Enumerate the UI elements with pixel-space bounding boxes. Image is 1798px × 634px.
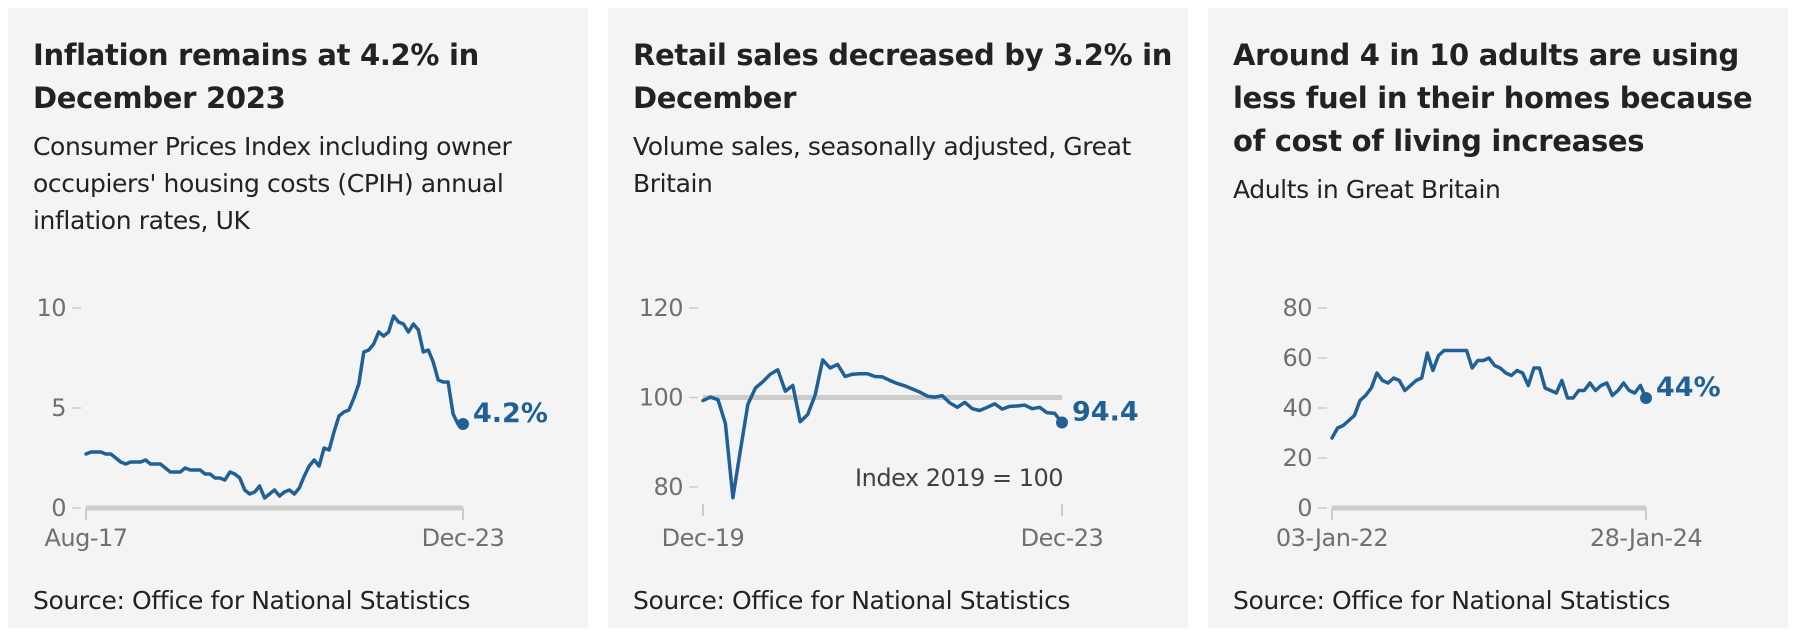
end-point-marker: [1640, 392, 1652, 404]
end-value-label: 44%: [1656, 372, 1721, 403]
y-tick-label: 60: [1282, 344, 1312, 372]
y-tick-label: 120: [639, 294, 683, 322]
y-tick-label: 5: [51, 394, 66, 422]
y-tick-label: 0: [1297, 494, 1312, 522]
y-tick-label: 0: [51, 494, 66, 522]
y-tick-label: 80: [1282, 294, 1312, 322]
series-line: [84, 314, 465, 500]
inflation-line-chart: 0 5 10 Aug-17 Dec-23 4.2%: [36, 294, 548, 552]
chart-panel-retail-sales: Retail sales decreased by 3.2% in Decemb…: [608, 8, 1188, 628]
x-tick-label: Dec-23: [422, 524, 505, 552]
series-line: [1330, 348, 1648, 440]
chart-subtitle: Consumer Prices Index including owner oc…: [33, 132, 512, 235]
series-line: [701, 358, 1064, 500]
x-tick-label: Dec-23: [1021, 524, 1104, 552]
y-tick-label: 40: [1282, 394, 1312, 422]
chart-source: Source: Office for National Statistics: [633, 586, 1071, 615]
retail-sales-line-chart: 80 100 120 Dec-19 Dec-23 Index 2019 = 100 94.4: [639, 294, 1139, 552]
chart-panel-inflation: Inflation remains at 4.2% in December 20…: [8, 8, 588, 628]
x-tick-label: Aug-17: [44, 524, 127, 552]
end-point-marker: [457, 418, 469, 430]
fuel-use-line-chart: 0 20 40 60 80 03-Jan-22 28-Jan-24 44%: [1276, 294, 1721, 552]
chart-title: Inflation remains at 4.2% in December 20…: [33, 38, 479, 115]
end-value-label: 94.4: [1072, 397, 1139, 428]
x-tick-label: Dec-19: [662, 524, 745, 552]
x-tick-label: 28-Jan-24: [1590, 524, 1702, 552]
chart-title: Retail sales decreased by 3.2% in Decemb…: [633, 38, 1173, 115]
y-tick-label: 80: [653, 473, 683, 501]
end-point-marker: [1056, 416, 1068, 429]
x-tick-label: 03-Jan-22: [1276, 524, 1388, 552]
chart-title: Around 4 in 10 adults are using less fue…: [1233, 38, 1753, 158]
chart-subtitle: Adults in Great Britain: [1233, 175, 1501, 204]
chart-annotation: Index 2019 = 100: [855, 464, 1063, 492]
chart-subtitle: Volume sales, seasonally adjusted, Great…: [633, 132, 1131, 198]
end-value-label: 4.2%: [473, 398, 548, 429]
y-tick-label: 100: [639, 384, 683, 412]
chart-source: Source: Office for National Statistics: [33, 586, 471, 615]
chart-source: Source: Office for National Statistics: [1233, 586, 1671, 615]
chart-panel-fuel-use: Around 4 in 10 adults are using less fue…: [1208, 8, 1788, 628]
y-tick-label: 20: [1282, 444, 1312, 472]
y-tick-label: 10: [36, 294, 66, 322]
